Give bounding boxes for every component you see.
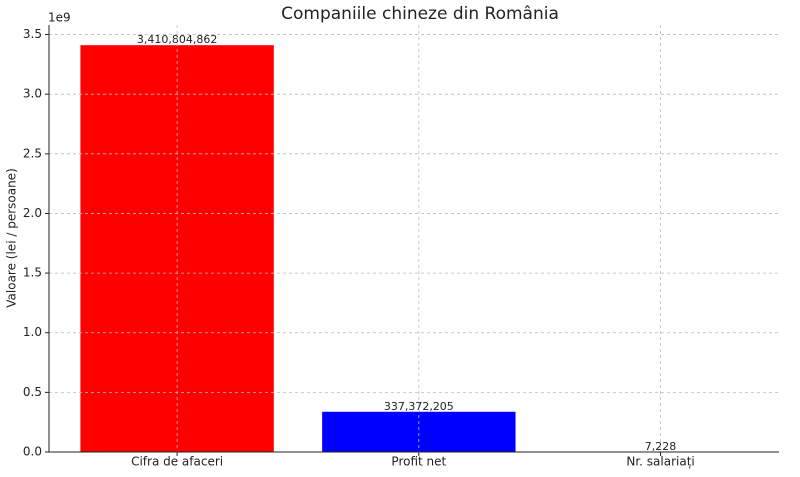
x-tick-label: Cifra de afaceri (131, 455, 223, 469)
x-tick-label: Profit net (391, 455, 446, 469)
y-tick-label: 1.5 (23, 266, 42, 280)
value-label: 337,372,205 (384, 400, 454, 413)
y-tick-label: 0.0 (23, 445, 42, 459)
y-tick-label: 3.5 (23, 27, 42, 41)
y-tick-label: 2.0 (23, 206, 42, 220)
y-tick-label: 3.0 (23, 87, 42, 101)
y-offset-label: 1e9 (48, 11, 71, 25)
chart-title: Companiile chineze din România (281, 4, 559, 24)
y-tick-label: 1.0 (23, 325, 42, 339)
y-tick-label: 2.5 (23, 146, 42, 160)
y-tick-label: 0.5 (23, 385, 42, 399)
y-axis-label: Valoare (lei / persoane) (5, 168, 19, 307)
x-tick-label: Nr. salariați (626, 455, 694, 469)
